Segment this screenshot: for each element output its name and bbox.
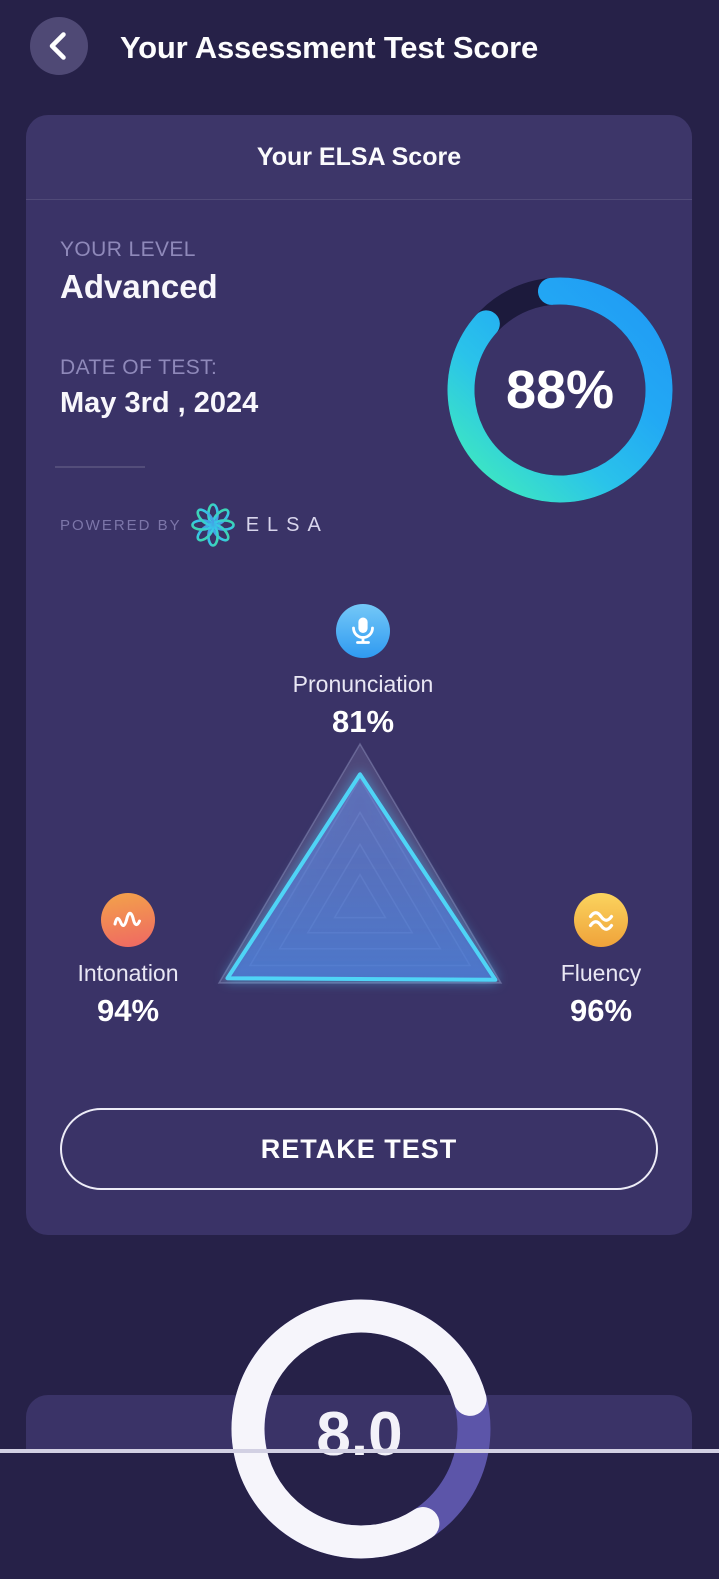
- ielts-gauge-value: 8.0: [316, 1400, 403, 1469]
- skill-value: 81%: [331, 704, 395, 739]
- overall-score-ring: 88%: [445, 275, 675, 505]
- brand-name: ELSA: [245, 513, 329, 536]
- chevron-left-icon: [49, 32, 66, 60]
- card-title: Your ELSA Score: [256, 142, 462, 171]
- skill-fluency: Fluency 96%: [501, 893, 701, 1029]
- skill-label: Intonation: [77, 960, 179, 986]
- skill-value: 94%: [96, 993, 160, 1028]
- overall-ring-chart: [447, 277, 673, 503]
- elsa-score-card: Your ELSA Score YOUR LEVEL Advanced DATE…: [26, 115, 692, 1235]
- powered-by-row: POWERED BY ELSA: [60, 503, 329, 547]
- divider: [55, 466, 145, 468]
- skill-intonation: Intonation 94%: [28, 893, 228, 1029]
- elsa-logo-icon: [190, 503, 235, 547]
- back-button[interactable]: [30, 17, 88, 75]
- page-title: Your Assessment Test Score: [120, 30, 539, 65]
- skill-pronunciation: Pronunciation 81%: [263, 604, 463, 740]
- bottom-sheet-edge: [0, 1449, 719, 1453]
- powered-by-label: POWERED BY: [60, 516, 182, 534]
- skill-value: 96%: [569, 993, 633, 1028]
- overall-score-value: 88%: [505, 360, 615, 420]
- date-label: DATE OF TEST:: [60, 356, 218, 379]
- retake-test-label: RETAKE TEST: [260, 1133, 458, 1164]
- waveform-icon: [101, 893, 155, 947]
- retake-test-button[interactable]: RETAKE TEST: [60, 1108, 658, 1190]
- radar-data-polygon: [225, 772, 498, 982]
- date-value: May 3rd , 2024: [60, 387, 259, 419]
- waves-icon: [574, 893, 628, 947]
- card-header: Your ELSA Score: [26, 115, 692, 200]
- microphone-icon: [336, 604, 390, 658]
- skill-label: Fluency: [560, 960, 642, 986]
- level-value: Advanced: [60, 268, 218, 305]
- ielts-score-card: [26, 1395, 692, 1453]
- skills-radar-chart: [217, 742, 503, 984]
- level-label: YOUR LEVEL: [60, 238, 196, 261]
- overall-ring-progress: [447, 277, 673, 503]
- skill-label: Pronunciation: [292, 671, 434, 697]
